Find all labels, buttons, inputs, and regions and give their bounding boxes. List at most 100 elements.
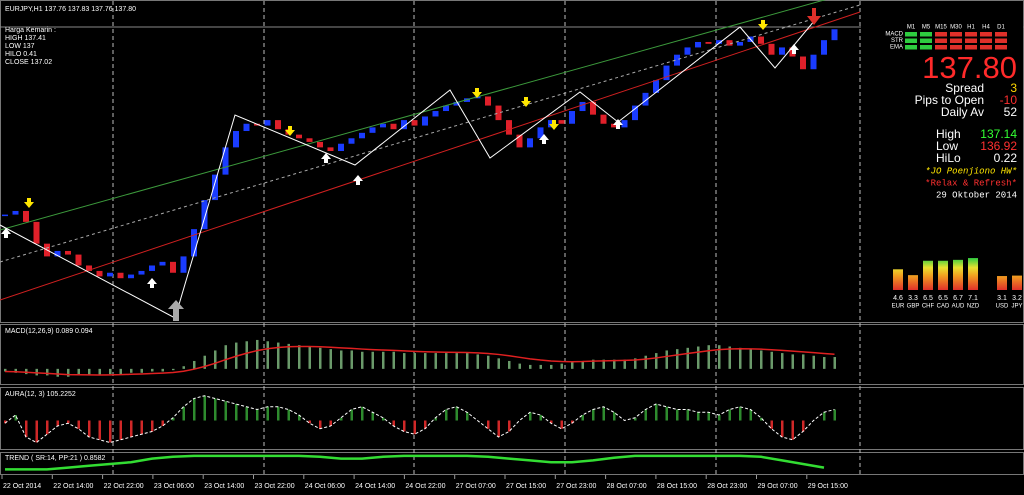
aura-bar [550, 420, 553, 424]
aura-bar [266, 406, 269, 421]
aura-bar [802, 420, 805, 432]
up-arrows [1, 44, 799, 288]
signal-cell [920, 45, 932, 50]
aura-bar [35, 420, 38, 443]
aura-bar [529, 412, 532, 421]
macd-bar [697, 346, 700, 369]
time-label: 27 Oct 15:00 [506, 483, 546, 490]
signal-cell [965, 38, 977, 43]
candle [33, 221, 40, 244]
aura-bar [497, 420, 500, 437]
macd-bar [361, 351, 364, 369]
candle [516, 134, 523, 148]
strength-value: 7.1 [968, 295, 978, 302]
arrow [285, 126, 295, 136]
macd-bar [623, 359, 626, 369]
macd-bar [497, 358, 500, 369]
time-label: 27 Oct 07:00 [456, 483, 496, 490]
aura-bar [308, 420, 311, 424]
macd-bar [109, 368, 112, 375]
date: 29 Oktober 2014 [936, 190, 1017, 200]
aura-bar [445, 409, 448, 421]
macd-bar [298, 345, 301, 369]
signal-cell [920, 32, 932, 37]
aura-bar [487, 420, 490, 429]
down-arrows [24, 20, 768, 208]
macd-bar [728, 346, 731, 369]
aura-bar [718, 415, 721, 421]
stat-label: Daily Av [941, 105, 984, 119]
candle [201, 200, 208, 230]
stat-label: Spread [945, 81, 984, 95]
aura-bar [88, 420, 91, 437]
macd-bar [823, 357, 826, 369]
candle [432, 111, 439, 117]
aura-bar [403, 420, 406, 432]
macd-bar [329, 349, 332, 369]
macd-bar [214, 350, 217, 369]
timeframe: H1 [967, 25, 975, 31]
big-arrow [807, 8, 821, 25]
time-label: 29 Oct 07:00 [758, 483, 798, 490]
aura-bar [371, 412, 374, 421]
signal-cell [905, 38, 917, 43]
stat-value: -10 [1000, 93, 1018, 107]
aura-bar [382, 417, 385, 421]
macd-bar [119, 368, 122, 375]
time-label: 29 Oct 15:00 [808, 483, 848, 490]
candle [170, 261, 176, 273]
macd-bar [455, 353, 458, 369]
aura-bar [67, 420, 70, 424]
aura-bar [686, 409, 689, 421]
aura-bar [109, 420, 112, 443]
macd-bar [539, 364, 542, 369]
macd-bar [676, 349, 679, 369]
timeframe: H4 [982, 25, 990, 31]
time-label: 24 Oct 06:00 [305, 483, 345, 490]
strength-bar [1012, 275, 1022, 290]
time-label: 27 Oct 23:00 [556, 483, 596, 490]
aura-bar [581, 415, 584, 421]
range-label: HiLo [936, 151, 961, 165]
stat-value: 52 [1004, 105, 1018, 119]
candle [821, 40, 827, 55]
macd-bar [224, 345, 227, 369]
aura-bar [749, 409, 752, 421]
signal-cell [950, 38, 962, 43]
macd-bar [802, 354, 805, 369]
macd-bar [88, 368, 91, 376]
aura-bar [329, 420, 332, 426]
aura-bar [214, 398, 217, 421]
candle [317, 141, 323, 148]
signal-cell [980, 45, 992, 50]
macd-bar [655, 353, 658, 369]
time-label: 24 Oct 22:00 [405, 483, 445, 490]
macd-bar [812, 355, 815, 369]
trend-line [5, 454, 825, 471]
candle [590, 101, 596, 115]
aura-bar [319, 420, 322, 429]
candle [348, 138, 355, 144]
candle [684, 47, 691, 55]
aura-bar [77, 420, 80, 429]
macd-bar [707, 345, 710, 369]
time-label: 28 Oct 07:00 [607, 483, 647, 490]
timeframe: M30 [950, 25, 962, 31]
arrow [758, 20, 768, 30]
aura-bar [539, 415, 542, 421]
signal-cell [905, 45, 917, 50]
channel-upper [0, 0, 827, 231]
big-arrow [168, 300, 184, 321]
aura-bar [392, 420, 395, 426]
signal-cell [980, 38, 992, 43]
candles [2, 29, 838, 279]
candle [54, 250, 61, 257]
aura-bar [644, 409, 647, 421]
signal-cell [920, 38, 932, 43]
macd-bar [592, 359, 595, 369]
macd-bar [287, 343, 290, 369]
candle [558, 120, 565, 124]
